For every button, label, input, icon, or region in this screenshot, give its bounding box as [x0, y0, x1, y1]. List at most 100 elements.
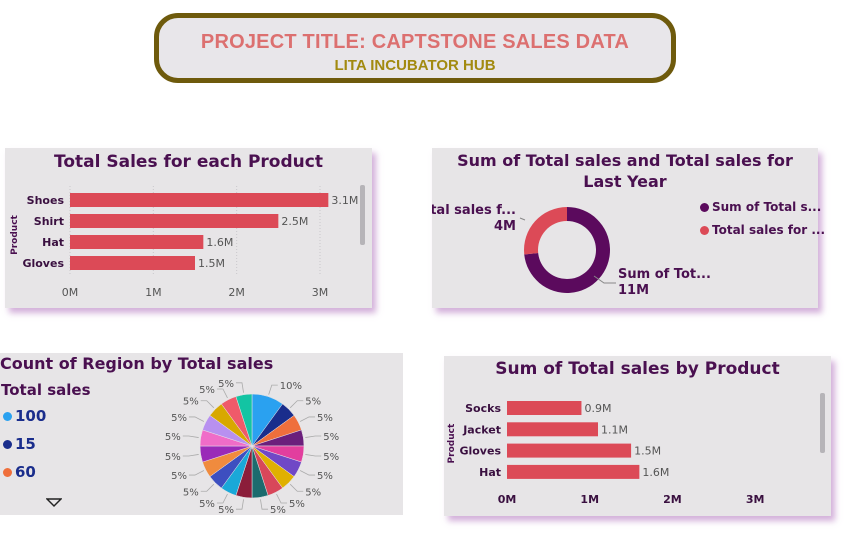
slice-callout-label: Total sales f...	[432, 203, 516, 218]
slice-label: 5%	[218, 505, 234, 515]
category-label: Shoes	[27, 194, 65, 207]
slice-label: 10%	[280, 381, 302, 392]
product-sales-bar-chart: Shoes 3.1M Shirt 2.5M Hat 1.6M Gloves 1.5M 0M 1M 2…	[10, 186, 358, 299]
product-sales-card[interactable]: Total Sales for each Product Shoes 3.1M Sh…	[5, 148, 372, 308]
callout-line	[182, 435, 199, 438]
legend-scroll-down-icon[interactable]	[46, 498, 62, 508]
donut-chart: Sum of Tot...11M Total sales f...4M	[432, 203, 711, 298]
region-count-card[interactable]: Count of Region by Total sales Total sal…	[0, 353, 403, 515]
page-subtitle: LITA INCUBATOR HUB	[334, 57, 496, 74]
slice-label: 5%	[317, 471, 333, 482]
callout-line	[188, 416, 205, 422]
pie-slice[interactable]	[235, 393, 253, 447]
total-vs-last-year-card[interactable]: Sum of Total sales and Total sales for L…	[432, 148, 825, 308]
callout-line	[182, 454, 199, 457]
slice-label: 5%	[171, 413, 187, 424]
x-tick-label: 3M	[746, 493, 765, 506]
bar[interactable]	[507, 422, 598, 437]
callout-line	[200, 483, 215, 492]
data-label: 0.9M	[584, 402, 611, 415]
callout-line	[305, 435, 322, 438]
bar[interactable]	[70, 256, 195, 270]
slice-label: 5%	[199, 499, 215, 510]
callout-line	[305, 454, 322, 457]
x-tick-label: 1M	[580, 493, 599, 506]
category-label: Hat	[42, 236, 64, 249]
page-title: PROJECT TITLE: CAPTSTONE SALES DATA	[200, 31, 630, 53]
legend-dot	[700, 226, 709, 235]
legend-dot	[3, 440, 12, 449]
bar[interactable]	[507, 464, 640, 479]
chart-title: Total Sales for each Product	[54, 152, 323, 172]
legend-item[interactable]: Total sales for ...	[700, 223, 825, 237]
data-label: 2.5M	[281, 215, 308, 228]
bar[interactable]	[70, 235, 204, 249]
callout-line	[216, 388, 228, 399]
callout-line	[593, 275, 616, 284]
callout-line	[299, 470, 316, 476]
bar[interactable]	[507, 401, 582, 415]
bar[interactable]	[70, 214, 279, 228]
slice-label: 5%	[305, 397, 321, 408]
category-label: Hat	[479, 466, 501, 479]
slice-label: 5%	[165, 452, 181, 463]
category-label: Jacket	[462, 423, 501, 436]
callout-line	[188, 470, 205, 476]
legend-item[interactable]: 100	[3, 407, 46, 425]
x-tick-label: 3M	[312, 286, 329, 299]
slice-label: 5%	[305, 487, 321, 498]
data-label: 3.1M	[331, 194, 358, 207]
slice-label: 5%	[317, 413, 333, 424]
chart-title: Count of Region by Total sales	[0, 354, 274, 373]
region-pie-chart: 10%5%5%5%5%5%5%5%5%5%5%5%5%5%5%5%5%5%5%	[165, 379, 339, 515]
legend-label: Sum of Total s...	[712, 200, 822, 214]
y-axis-label: Product	[447, 423, 457, 463]
slice-label: 5%	[165, 432, 181, 443]
data-label: 1.5M	[634, 445, 661, 458]
legend-title: Total sales	[1, 381, 91, 399]
x-tick-label: 2M	[228, 286, 245, 299]
bar[interactable]	[70, 193, 329, 207]
legend-item[interactable]: 15	[3, 435, 36, 453]
legend-dot	[700, 203, 709, 212]
callout-line	[235, 382, 244, 393]
slice-label: 5%	[183, 397, 199, 408]
legend-label: 60	[15, 463, 36, 481]
callout-line	[200, 400, 215, 409]
callout-line	[299, 416, 316, 422]
slice-label: 5%	[171, 471, 187, 482]
data-label: 1.5M	[198, 257, 225, 270]
legend-label: 100	[15, 407, 47, 425]
data-label: 1.6M	[642, 466, 669, 479]
callout-line	[289, 483, 304, 492]
slice-callout-value: 4M	[494, 219, 516, 234]
legend-label: 15	[15, 435, 36, 453]
category-label: Socks	[465, 402, 501, 415]
product-total-bar-chart: Socks 0.9M Jacket 1.1M Gloves 1.5M Hat 1.6M 0M 1M…	[447, 401, 765, 506]
callout-line	[519, 217, 526, 221]
slice-label: 5%	[270, 505, 286, 515]
chart-title: Sum of Total sales by Product	[495, 359, 780, 379]
chart-scrollbar[interactable]	[820, 393, 825, 453]
callout-line	[216, 493, 228, 504]
chart-title: Sum of Total sales and Total sales for L…	[457, 151, 793, 191]
legend-dot	[3, 412, 12, 421]
donut-slice[interactable]	[524, 207, 567, 255]
x-tick-label: 0M	[498, 493, 517, 506]
slice-label: 5%	[289, 499, 305, 510]
title-banner: PROJECT TITLE: CAPTSTONE SALES DATA LITA…	[154, 13, 676, 83]
legend-dot	[3, 468, 12, 477]
legend-item[interactable]: Sum of Total s...	[700, 200, 821, 214]
donut-slice[interactable]	[524, 207, 610, 293]
y-axis-label: Product	[10, 214, 20, 254]
callout-line	[268, 384, 278, 395]
data-label: 1.6M	[206, 236, 233, 249]
product-total-card[interactable]: Sum of Total sales by Product Socks 0.9M J…	[444, 356, 831, 516]
chart-scrollbar[interactable]	[360, 185, 365, 245]
bar[interactable]	[507, 443, 632, 458]
x-tick-label: 0M	[62, 286, 79, 299]
slice-label: 5%	[323, 452, 339, 463]
x-tick-label: 1M	[145, 286, 162, 299]
slice-callout-value: 11M	[618, 283, 649, 298]
legend-item[interactable]: 60	[3, 463, 36, 481]
